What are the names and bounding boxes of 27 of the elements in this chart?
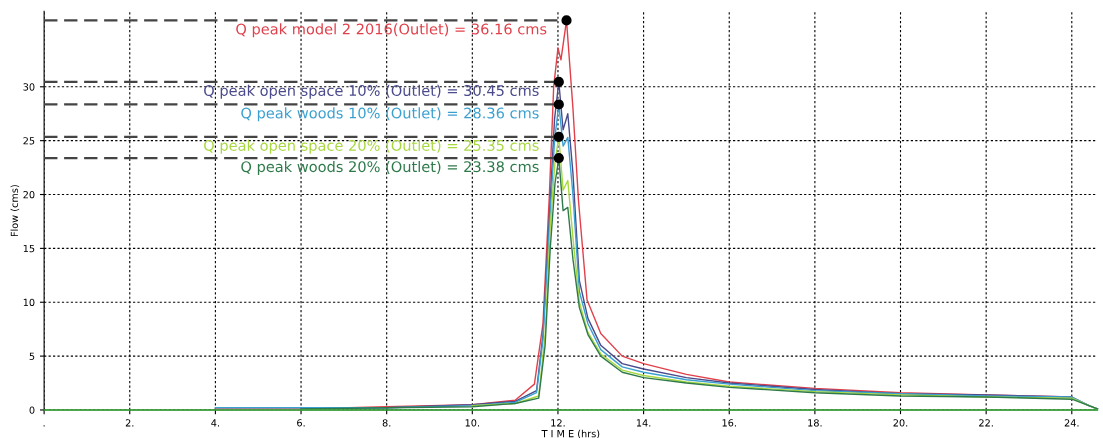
series-label: Q peak open space 20% (Outlet) = 25.35 cms <box>204 139 539 154</box>
series-label: Q peak model 2 2016(Outlet) = 36.16 cms <box>236 23 547 38</box>
y-axis-title: Flow (cms) <box>10 185 20 237</box>
x-tick-label: 2. <box>125 419 134 427</box>
series-label: Q peak woods 10% (Outlet) = 28.36 cms <box>241 107 539 122</box>
y-tick-label: 30 <box>23 83 35 91</box>
x-tick-label: 22. <box>979 419 993 427</box>
x-tick-label: 4. <box>211 419 219 427</box>
x-tick-label: 6. <box>297 419 305 427</box>
x-tick-label: 12. <box>551 419 565 427</box>
x-tick-label: . <box>43 425 45 427</box>
x-tick-label: 24. <box>1064 419 1079 427</box>
series-label: Q peak open space 10% (Outlet) = 30.45 cms <box>204 84 539 99</box>
y-tick-label: 10 <box>23 298 35 307</box>
y-tick-label: 20 <box>23 191 35 199</box>
series-label: Q peak woods 20% (Outlet) = 23.38 cms <box>241 160 539 175</box>
y-tick-label: 25 <box>23 137 35 145</box>
y-tick-label: 15 <box>23 244 35 253</box>
x-tick-label: 18. <box>808 419 822 427</box>
x-axis-title: T I M E (hrs) <box>541 429 600 438</box>
x-tick-label: 20. <box>893 419 908 427</box>
x-tick-label: 16. <box>722 419 736 427</box>
x-tick-label: 8. <box>382 419 391 427</box>
y-tick-label: 0 <box>29 406 35 414</box>
y-tick-label: 5 <box>29 352 35 360</box>
x-tick-label: 14. <box>636 419 651 427</box>
x-tick-label: 10. <box>465 419 479 427</box>
